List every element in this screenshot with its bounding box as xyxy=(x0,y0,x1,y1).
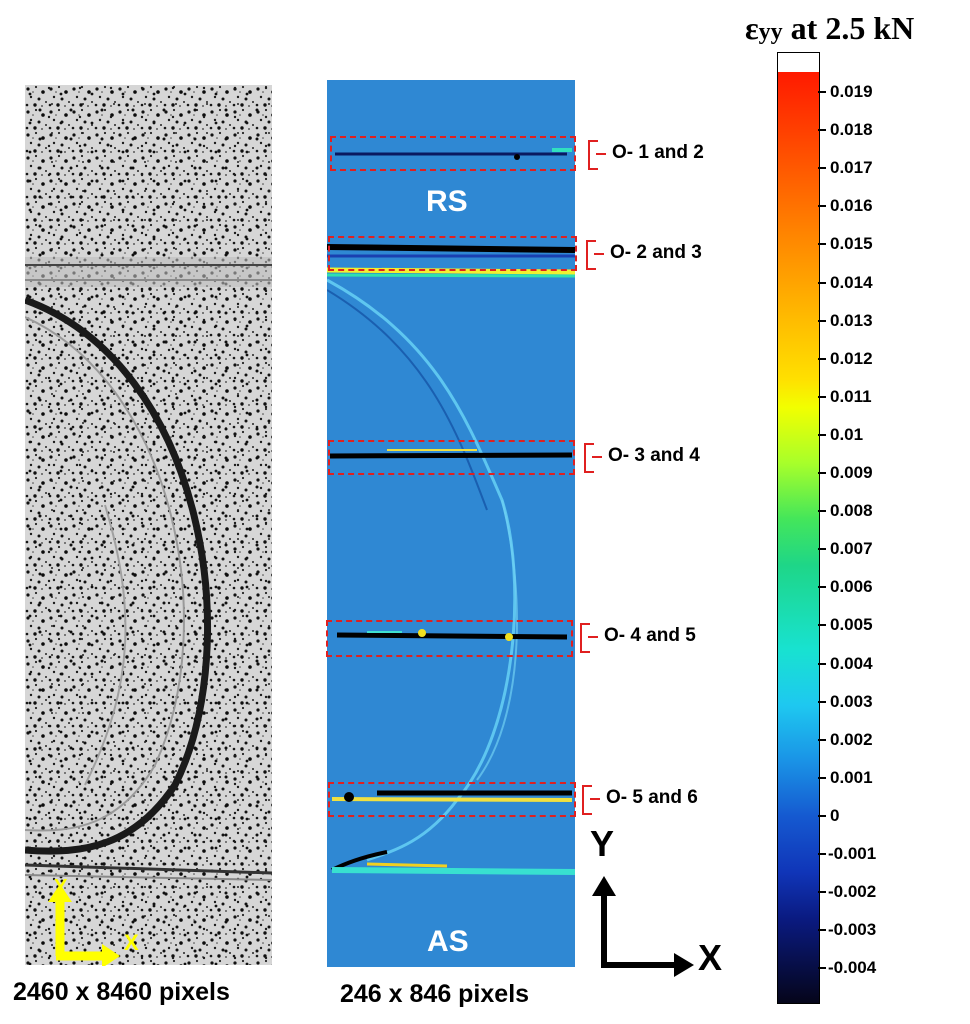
colorbar-title: εyy at 2.5 kN xyxy=(745,10,914,47)
colorbar-tick-label: 0.007 xyxy=(830,539,873,559)
speckle-axis-arrows xyxy=(48,884,120,966)
roi-bracket-3 xyxy=(584,443,594,473)
colorbar-tick-mark xyxy=(818,967,826,970)
roi-bracket-tick-5 xyxy=(590,798,600,800)
speckle-axis-y-label: Y xyxy=(54,876,68,898)
roi-label-2: O- 2 and 3 xyxy=(610,242,702,263)
colorbar xyxy=(777,52,820,1004)
colorbar-tick-mark xyxy=(818,167,826,170)
colorbar-title-subscript: yy xyxy=(758,19,783,45)
xy-axis-arrows xyxy=(592,876,694,977)
colorbar-tick-label: 0.015 xyxy=(830,234,873,254)
colorbar-tick-mark xyxy=(818,776,826,779)
roi-label-1: O- 1 and 2 xyxy=(612,142,704,163)
speckle-pattern xyxy=(25,85,272,965)
strain-map xyxy=(327,80,575,967)
roi-label-5: O- 5 and 6 xyxy=(606,787,698,808)
colorbar-tick-mark xyxy=(818,624,826,627)
colorbar-tick-label: 0.008 xyxy=(830,501,873,521)
colorbar-tick-mark xyxy=(818,853,826,855)
colorbar-tick-label: -0.001 xyxy=(828,844,877,863)
roi-bracket-tick-3 xyxy=(592,456,602,458)
colorbar-tick-mark xyxy=(818,395,826,398)
colorbar-tick-mark xyxy=(818,472,826,474)
speckle-image xyxy=(25,85,272,965)
colorbar-title-symbol: ε xyxy=(745,10,759,46)
colorbar-tick-label: -0.002 xyxy=(828,882,877,902)
colorbar-tick-label: 0.003 xyxy=(830,691,873,711)
roi-box-2 xyxy=(328,236,577,271)
roi-label-4: O- 4 and 5 xyxy=(604,625,696,646)
colorbar-tick-label: 0.014 xyxy=(830,272,873,292)
roi-bracket-2 xyxy=(586,240,596,270)
colorbar-tick-label: 0.002 xyxy=(830,729,873,749)
colorbar-tick-label: 0.013 xyxy=(830,310,873,330)
colorbar-tick-label: 0.01 xyxy=(830,424,864,444)
colorbar-tick-mark xyxy=(818,700,826,703)
roi-box-5 xyxy=(328,782,576,817)
colorbar-tick-mark xyxy=(818,243,826,246)
colorbar-tick-mark xyxy=(818,510,826,513)
speckle-axis-x-label: X xyxy=(124,930,139,955)
colorbar-tick-label: 0.017 xyxy=(830,158,873,178)
colorbar-tick-label: 0.012 xyxy=(830,348,873,368)
roi-bracket-tick-4 xyxy=(588,636,598,638)
colorbar-tick-mark xyxy=(818,891,826,894)
colorbar-tick-mark xyxy=(818,281,826,284)
roi-label-3: O- 3 and 4 xyxy=(608,445,700,466)
region-label-rs: RS xyxy=(426,185,468,218)
colorbar-tick-mark xyxy=(818,433,826,436)
colorbar-tick-label: 0.019 xyxy=(830,82,873,101)
left-panel-caption: 2460 x 8460 pixels xyxy=(13,978,230,1006)
colorbar-tick-mark xyxy=(818,929,826,932)
colorbar-tick-label: 0 xyxy=(830,805,840,825)
roi-bracket-tick-1 xyxy=(596,153,606,155)
colorbar-title-text: at 2.5 kN xyxy=(782,10,915,46)
colorbar-tick-mark xyxy=(818,357,826,360)
region-label-as: AS xyxy=(427,925,469,958)
colorbar-tick-label: 0.006 xyxy=(830,577,873,597)
colorbar-tick-mark xyxy=(818,319,826,322)
colorbar-tick-label: -0.003 xyxy=(828,920,877,940)
roi-bracket-1 xyxy=(588,140,598,170)
roi-box-3 xyxy=(328,440,575,475)
roi-bracket-4 xyxy=(580,623,590,653)
colorbar-tick-label: 0.001 xyxy=(830,767,873,787)
colorbar-tick-mark xyxy=(818,129,826,132)
colorbar-tick-label: 0.005 xyxy=(830,615,873,635)
roi-box-4 xyxy=(326,620,573,657)
roi-bracket-5 xyxy=(582,785,592,815)
colorbar-tick-mark xyxy=(818,91,826,93)
roi-bracket-tick-2 xyxy=(594,253,604,255)
strain-field xyxy=(327,80,575,967)
axis-label-x: X xyxy=(698,937,723,978)
colorbar-gradient xyxy=(778,72,819,1003)
colorbar-tick-mark xyxy=(818,814,826,817)
colorbar-tick-mark xyxy=(818,205,826,208)
axis-label-y: Y xyxy=(590,823,615,864)
colorbar-tick-label: 0.009 xyxy=(830,463,873,482)
colorbar-tick-label: 0.011 xyxy=(830,386,872,406)
right-panel-caption: 246 x 846 pixels xyxy=(340,980,530,1008)
colorbar-tick-label: 0.016 xyxy=(830,196,873,216)
colorbar-tick-label: 0.018 xyxy=(830,120,873,140)
colorbar-tick-mark xyxy=(818,548,826,551)
colorbar-tick-mark xyxy=(818,586,826,589)
colorbar-tick-mark xyxy=(818,738,826,741)
colorbar-tick-label: 0.004 xyxy=(830,653,873,673)
colorbar-tick-label: -0.004 xyxy=(828,958,877,978)
colorbar-tick-mark xyxy=(818,662,826,665)
roi-box-1 xyxy=(330,136,576,171)
